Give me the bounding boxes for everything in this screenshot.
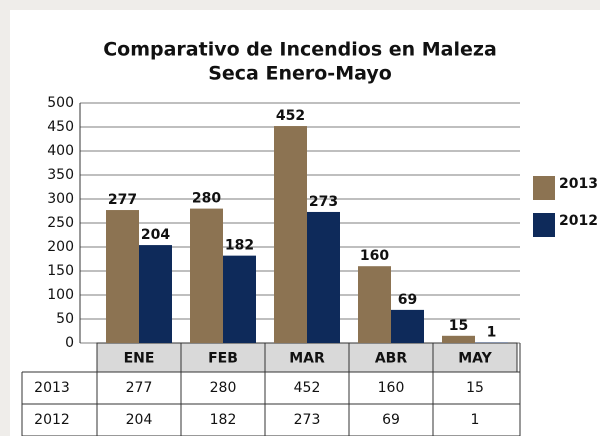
table-cell: 160 [378, 380, 405, 396]
table-cell: 280 [210, 380, 237, 396]
table-cell: 15 [466, 380, 484, 396]
table-cell: 273 [294, 412, 321, 428]
x-tick-label: ENE [124, 351, 155, 367]
data-label: 160 [360, 248, 389, 264]
data-label: 182 [225, 238, 254, 254]
table-row-label: 2013 [34, 380, 70, 396]
y-tick-label: 50 [56, 311, 74, 327]
bar [391, 309, 424, 343]
x-tick-label: MAY [458, 351, 492, 367]
x-tick-label: ABR [375, 351, 408, 367]
table-cell: 182 [210, 412, 237, 428]
y-tick-label: 200 [47, 239, 74, 255]
y-tick-label: 0 [65, 335, 74, 351]
bar [442, 335, 475, 343]
table-cell: 204 [126, 412, 153, 428]
data-label: 273 [309, 194, 338, 210]
bar [223, 255, 256, 343]
table-cell: 452 [294, 380, 321, 396]
data-label: 15 [449, 318, 468, 334]
bar [358, 266, 391, 343]
data-label: 204 [141, 227, 170, 243]
bar [106, 210, 139, 343]
chart-title: Seca Enero-Mayo [208, 63, 392, 85]
legend-label: 2013 [559, 176, 598, 192]
y-tick-label: 150 [47, 263, 74, 279]
table-cell: 1 [471, 412, 480, 428]
y-tick-label: 350 [47, 167, 74, 183]
table-cell: 277 [126, 380, 153, 396]
legend-swatch [533, 176, 555, 200]
bar [307, 211, 340, 343]
bar [190, 208, 223, 343]
x-tick-label: FEB [208, 351, 238, 367]
y-tick-label: 300 [47, 191, 74, 207]
y-tick-label: 400 [47, 143, 74, 159]
y-tick-label: 500 [47, 95, 74, 111]
chart-title: Comparativo de Incendios en Maleza [103, 39, 497, 61]
data-label: 452 [276, 108, 305, 124]
bar [139, 245, 172, 343]
x-tick-label: MAR [289, 351, 325, 367]
data-label: 69 [398, 292, 417, 308]
data-label: 1 [487, 325, 497, 341]
legend-label: 2012 [559, 213, 598, 229]
legend-swatch [533, 213, 555, 237]
y-tick-label: 250 [47, 215, 74, 231]
y-tick-label: 100 [47, 287, 74, 303]
data-label: 280 [192, 191, 221, 207]
bar [274, 126, 307, 343]
data-label: 277 [108, 192, 137, 208]
table-cell: 69 [382, 412, 400, 428]
y-tick-label: 450 [47, 119, 74, 135]
table-row-label: 2012 [34, 412, 70, 428]
